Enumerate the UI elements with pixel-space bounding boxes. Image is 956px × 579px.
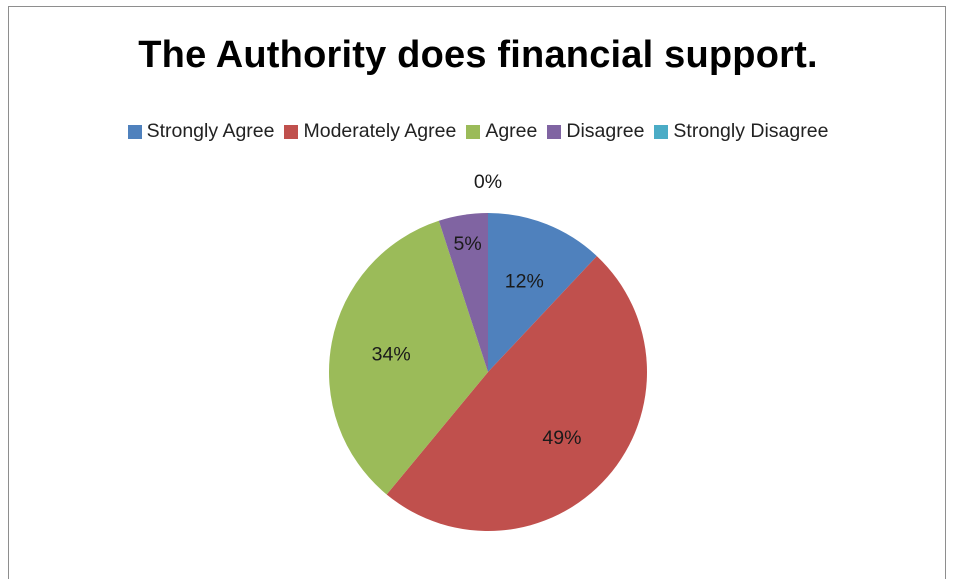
legend-item-strongly-agree: Strongly Agree xyxy=(127,120,275,143)
legend-item-disagree: Disagree xyxy=(547,120,644,143)
data-label-strongly-disagree: 0% xyxy=(474,171,502,193)
legend-item-moderately-agree: Moderately Agree xyxy=(284,120,456,143)
legend-label-moderately-agree: Moderately Agree xyxy=(303,120,457,142)
legend-swatch-strongly-agree xyxy=(127,124,142,139)
legend-label-disagree: Disagree xyxy=(566,120,645,142)
legend-item-agree: Agree xyxy=(466,120,537,143)
chart-legend: Strongly Agree Moderately Agree Agree Disag… xyxy=(0,120,956,143)
data-label-moderately-agree: 49% xyxy=(542,427,581,449)
data-label-disagree: 5% xyxy=(454,233,482,255)
pie-slice-moderately-agree xyxy=(386,256,648,532)
legend-swatch-strongly-disagree xyxy=(654,124,669,139)
data-label-strongly-agree: 12% xyxy=(505,270,544,292)
pie-slice-agree xyxy=(328,220,488,495)
pie-slice-disagree xyxy=(438,213,488,372)
pie-slice-strongly-agree xyxy=(488,213,597,372)
chart-title: The Authority does financial support. xyxy=(138,34,818,76)
legend-swatch-moderately-agree xyxy=(284,124,299,139)
legend-label-agree: Agree xyxy=(485,120,538,142)
legend-label-strongly-agree: Strongly Agree xyxy=(146,120,275,142)
legend-swatch-disagree xyxy=(547,124,562,139)
legend-label-strongly-disagree: Strongly Disagree xyxy=(673,120,829,142)
legend-item-strongly-disagree: Strongly Disagree xyxy=(654,120,828,143)
legend-swatch-agree xyxy=(466,124,481,139)
data-label-agree: 34% xyxy=(372,344,411,366)
